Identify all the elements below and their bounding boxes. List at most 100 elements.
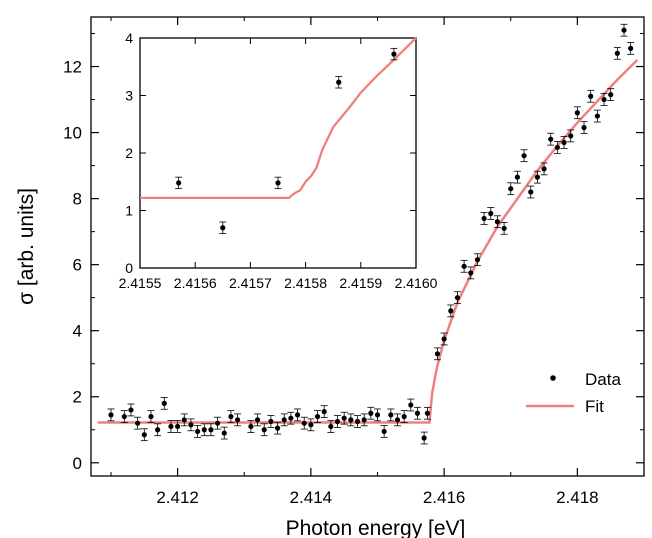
data-marker	[288, 415, 294, 421]
data-point	[513, 170, 521, 184]
data-point	[387, 408, 395, 422]
data-point	[287, 411, 295, 425]
data-point	[413, 406, 421, 420]
data-marker	[474, 257, 481, 263]
data-marker	[261, 427, 267, 433]
data-marker	[354, 418, 361, 425]
data-point	[607, 88, 615, 101]
data-point	[487, 207, 495, 220]
data-marker	[135, 420, 141, 426]
data-marker	[488, 210, 494, 217]
data-marker	[448, 308, 454, 314]
data-marker	[328, 423, 334, 430]
data-point	[274, 421, 282, 435]
data-point	[580, 121, 588, 134]
y-tick-label: 10	[63, 124, 82, 143]
data-point	[300, 416, 308, 430]
data-marker	[594, 113, 600, 119]
data-point	[527, 185, 535, 199]
data-marker	[268, 418, 274, 425]
data-point	[294, 408, 302, 422]
data-marker	[461, 263, 467, 269]
data-marker	[155, 427, 161, 433]
data-point	[254, 413, 262, 427]
inset-data-point	[390, 47, 398, 61]
data-marker	[441, 336, 447, 342]
data-marker	[414, 410, 421, 416]
data-point	[194, 425, 202, 438]
inset-data-point	[219, 221, 227, 234]
inset-data-marker	[391, 51, 397, 57]
data-point	[227, 410, 235, 423]
data-marker	[534, 174, 540, 180]
inset-frame	[139, 37, 417, 269]
y-tick-label: 4	[73, 322, 82, 341]
data-point	[214, 416, 222, 430]
data-point	[187, 418, 195, 432]
data-marker	[554, 144, 560, 151]
data-marker	[454, 295, 461, 301]
data-point	[260, 423, 268, 437]
data-marker	[208, 427, 214, 433]
data-point	[140, 428, 148, 442]
data-point	[600, 93, 608, 106]
data-point	[373, 408, 381, 422]
data-marker	[501, 225, 507, 231]
data-point	[587, 89, 595, 103]
data-marker	[424, 410, 431, 416]
data-marker	[628, 45, 634, 51]
data-point	[393, 413, 401, 427]
data-marker	[214, 420, 221, 426]
data-marker	[341, 415, 347, 421]
data-point	[334, 415, 342, 428]
data-marker	[381, 428, 387, 435]
data-point	[520, 149, 528, 163]
data-marker	[588, 93, 594, 99]
inset-x-tick-label: 2.4155	[119, 275, 162, 291]
data-marker	[421, 435, 427, 441]
data-point	[360, 413, 368, 427]
data-marker	[608, 92, 614, 98]
data-marker	[201, 427, 207, 433]
data-marker	[574, 110, 580, 116]
data-point	[507, 182, 515, 196]
data-point	[553, 141, 561, 154]
data-point	[453, 291, 461, 305]
data-marker	[128, 407, 134, 413]
data-marker	[161, 400, 167, 406]
data-marker	[141, 432, 147, 438]
data-marker	[601, 96, 607, 103]
data-point	[200, 423, 208, 437]
y-tick-label: 6	[73, 256, 82, 275]
data-marker	[388, 412, 394, 418]
data-point	[347, 413, 355, 427]
data-point	[423, 406, 431, 420]
data-marker	[374, 412, 381, 418]
data-point	[180, 413, 188, 427]
data-marker	[514, 174, 521, 180]
data-marker	[248, 423, 254, 430]
legend-fit-label: Fit	[585, 397, 604, 416]
inset-data-marker	[275, 180, 281, 186]
data-marker	[254, 417, 261, 423]
legend-data-label: Data	[585, 370, 621, 389]
inset-x-tick-label: 2.4160	[395, 275, 438, 291]
inset-data-marker	[336, 79, 342, 85]
data-point	[120, 410, 128, 423]
data-point	[420, 431, 428, 445]
data-marker	[321, 409, 327, 415]
data-point	[613, 46, 621, 60]
data-point	[493, 215, 501, 229]
inset-data-point	[335, 76, 343, 89]
data-marker	[368, 410, 374, 416]
data-marker	[188, 422, 194, 428]
data-point	[480, 212, 488, 225]
data-point	[440, 332, 448, 346]
inset-data-point	[274, 176, 282, 190]
data-marker	[274, 425, 281, 431]
x-axis-label: Photon energy [eV]	[286, 517, 466, 538]
data-marker	[334, 418, 341, 425]
data-point	[447, 304, 455, 318]
data-point	[107, 408, 115, 422]
